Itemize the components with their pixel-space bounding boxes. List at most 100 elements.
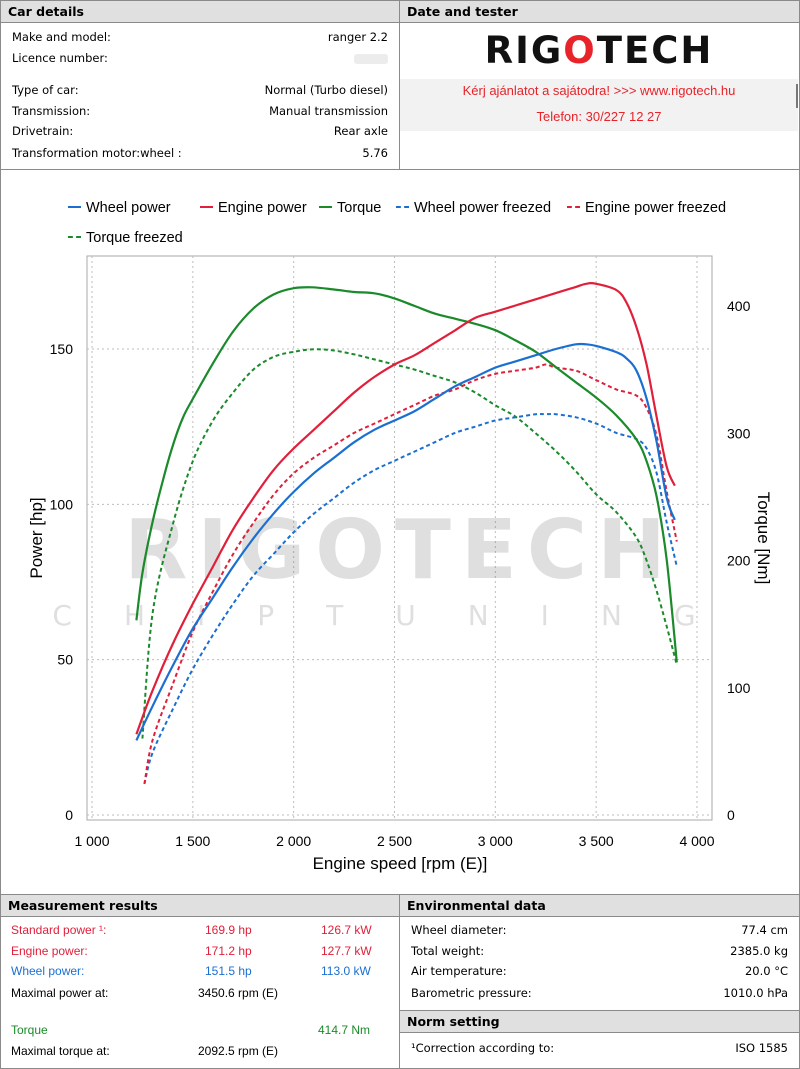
engine-power-hp: 171.2 hp bbox=[205, 944, 252, 958]
norm-panel: Norm setting bbox=[399, 1010, 800, 1069]
y-right-tick-label: 0 bbox=[727, 807, 735, 823]
offer-line-2: Telefon: 30/227 12 27 bbox=[536, 109, 662, 124]
x-axis-title: Engine speed [rpm (E)] bbox=[313, 854, 488, 873]
x-tick-label: 4 000 bbox=[679, 833, 714, 849]
legend-wheel-power: Wheel power bbox=[68, 198, 171, 218]
air-temperature-row: Air temperature: 20.0 °C bbox=[411, 963, 788, 979]
max-torque-value: 2092.5 rpm (E) bbox=[198, 1044, 279, 1058]
legend-torque: Torque bbox=[319, 198, 381, 218]
torque-label: Torque bbox=[11, 1023, 48, 1037]
max-torque-label: Maximal torque at: bbox=[11, 1044, 110, 1058]
measurement-header: Measurement results bbox=[1, 895, 399, 917]
type-label: Type of car: bbox=[12, 83, 79, 97]
watermark-title: RIGOTECH bbox=[124, 503, 675, 598]
legend-engine-power-freezed: Engine power freezed bbox=[567, 198, 726, 218]
y-left-tick-label: 100 bbox=[50, 496, 74, 512]
total-weight-label: Total weight: bbox=[411, 944, 485, 958]
environmental-header: Environmental data bbox=[400, 895, 799, 917]
y-axis-right-title: Torque [Nm] bbox=[754, 492, 773, 585]
type-value: Normal (Turbo diesel) bbox=[264, 83, 388, 97]
make-model-row: Make and model: ranger 2.2 bbox=[12, 29, 388, 45]
pressure-value: 1010.0 hPa bbox=[723, 986, 788, 1000]
series-torque-freezed bbox=[141, 348, 678, 739]
series-torque bbox=[135, 286, 678, 663]
max-power-value: 3450.6 rpm (E) bbox=[198, 986, 279, 1000]
wheel-power-label: Wheel power: bbox=[11, 964, 85, 978]
x-tick-label: 1 500 bbox=[175, 833, 210, 849]
pressure-row: Barometric pressure: 1010.0 hPa bbox=[411, 985, 788, 1001]
licence-label: Licence number: bbox=[12, 51, 108, 65]
type-row: Type of car: Normal (Turbo diesel) bbox=[12, 82, 388, 98]
y-right-tick-label: 400 bbox=[727, 298, 751, 314]
date-tester-header: Date and tester bbox=[400, 1, 799, 23]
y-left-tick-label: 50 bbox=[57, 652, 73, 668]
y-right-tick-label: 300 bbox=[727, 425, 751, 441]
y-left-tick-label: 150 bbox=[50, 341, 74, 357]
legend-engine-power: Engine power bbox=[200, 198, 307, 218]
air-temperature-value: 20.0 °C bbox=[744, 964, 788, 978]
norm-row: ¹Correction according to: ISO 1585 bbox=[411, 1040, 788, 1056]
watermark-sub: CHIPTUNING bbox=[52, 599, 747, 632]
x-tick-label: 2 500 bbox=[377, 833, 412, 849]
axis-ticks: 1 000 1 500 2 000 2 500 3 000 3 500 4 000 0 50 10… bbox=[50, 298, 751, 849]
ratio-label: Transformation motor:wheel : bbox=[12, 146, 182, 160]
licence-value-redacted bbox=[354, 50, 388, 66]
y-right-tick-label: 100 bbox=[727, 680, 751, 696]
norm-value: ISO 1585 bbox=[735, 1041, 788, 1055]
car-details-header: Car details bbox=[1, 1, 399, 23]
make-model-value: ranger 2.2 bbox=[327, 30, 388, 44]
wheel-power-kw: 113.0 kW bbox=[321, 964, 371, 978]
licence-row: Licence number: bbox=[12, 50, 388, 66]
series-engine-power-freezed bbox=[143, 363, 678, 785]
standard-power-hp: 169.9 hp bbox=[205, 923, 252, 937]
y-axis-left-title: Power [hp] bbox=[27, 497, 46, 578]
x-tick-label: 3 500 bbox=[579, 833, 614, 849]
x-tick-label: 1 000 bbox=[74, 833, 109, 849]
norm-label: ¹Correction according to: bbox=[411, 1041, 555, 1055]
series-wheel-power-freezed bbox=[143, 412, 678, 785]
wheel-power-hp: 151.5 hp bbox=[205, 964, 252, 978]
standard-power-kw: 126.7 kW bbox=[321, 923, 372, 937]
air-temperature-label: Air temperature: bbox=[411, 964, 507, 978]
series-layer bbox=[135, 282, 678, 785]
norm-header: Norm setting bbox=[400, 1011, 799, 1033]
wheel-diameter-label: Wheel diameter: bbox=[411, 923, 507, 937]
standard-power-label: Standard power ¹: bbox=[11, 923, 107, 937]
pressure-label: Barometric pressure: bbox=[411, 986, 532, 1000]
ratio-value: 5.76 bbox=[362, 146, 388, 160]
car-details-panel: Car details Make and model: ranger 2.2 L… bbox=[0, 0, 400, 170]
drivetrain-value: Rear axle bbox=[333, 124, 388, 138]
rigotech-logo: RIGOTECH bbox=[484, 29, 714, 72]
transmission-label: Transmission: bbox=[12, 104, 91, 118]
wheel-diameter-value: 77.4 cm bbox=[741, 923, 788, 937]
drivetrain-row: Drivetrain: Rear axle bbox=[12, 123, 388, 139]
wheel-diameter-row: Wheel diameter: 77.4 cm bbox=[411, 922, 788, 938]
dyno-chart: RIGOTECH CHIPTUNING 1 000 1 500 2 000 2 500… bbox=[27, 255, 773, 873]
environmental-panel: Environmental data bbox=[399, 894, 800, 1069]
date-tester-panel: Date and tester bbox=[399, 0, 800, 170]
make-model-label: Make and model: bbox=[12, 30, 111, 44]
y-left-tick-label: 0 bbox=[65, 807, 73, 823]
series-wheel-power bbox=[135, 342, 676, 741]
engine-power-label: Engine power: bbox=[11, 944, 88, 958]
transmission-row: Transmission: Manual transmission bbox=[12, 103, 388, 119]
torque-value: 414.7 Nm bbox=[318, 1023, 371, 1037]
max-power-label: Maximal power at: bbox=[11, 986, 109, 1000]
offer-line-1[interactable]: Kérj ajánlatot a sajátodra! >>> www.rigo… bbox=[462, 83, 736, 98]
total-weight-value: 2385.0 kg bbox=[730, 944, 788, 958]
total-weight-row: Total weight: 2385.0 kg bbox=[411, 943, 788, 959]
legend-torque-freezed: Torque freezed bbox=[68, 228, 183, 248]
legend-wheel-power-freezed: Wheel power freezed bbox=[396, 198, 551, 218]
watermark: RIGOTECH CHIPTUNING bbox=[52, 503, 747, 632]
transmission-value: Manual transmission bbox=[269, 104, 388, 118]
ratio-row: Transformation motor:wheel : 5.76 bbox=[12, 145, 388, 161]
engine-power-kw: 127.7 kW bbox=[321, 944, 372, 958]
side-marker bbox=[796, 84, 798, 108]
x-tick-label: 2 000 bbox=[276, 833, 311, 849]
offer-banner[interactable]: Kérj ajánlatot a sajátodra! >>> www.rigo… bbox=[400, 79, 798, 131]
x-tick-label: 3 000 bbox=[478, 833, 513, 849]
y-right-tick-label: 200 bbox=[727, 553, 751, 569]
drivetrain-label: Drivetrain: bbox=[12, 124, 74, 138]
grid bbox=[87, 256, 712, 820]
series-engine-power bbox=[135, 282, 676, 735]
